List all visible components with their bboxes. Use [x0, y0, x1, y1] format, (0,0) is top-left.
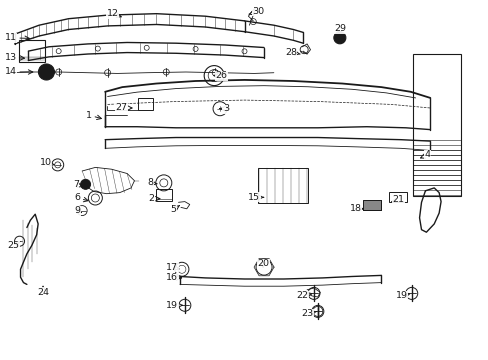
Text: 5: 5 [170, 205, 179, 214]
Bar [138, 98, 153, 110]
Bar [19, 40, 44, 62]
Bar [412, 54, 460, 196]
Text: 17: 17 [166, 263, 179, 271]
Circle shape [81, 179, 90, 189]
Text: 26: 26 [213, 71, 227, 80]
Text: 14: 14 [5, 68, 33, 77]
Bar [412, 140, 460, 150]
Text: 30: 30 [248, 7, 264, 16]
Bar [362, 199, 380, 210]
Text: 3: 3 [219, 104, 228, 113]
Bar [388, 192, 407, 202]
Bar [258, 168, 307, 203]
Circle shape [333, 32, 345, 44]
Text: 28: 28 [285, 48, 300, 57]
Text: 15: 15 [248, 193, 263, 202]
Text: 18: 18 [349, 204, 363, 213]
Text: 9: 9 [74, 206, 81, 215]
Text: 6: 6 [74, 193, 88, 202]
Text: 8: 8 [147, 178, 157, 187]
Text: 29: 29 [333, 24, 345, 35]
Bar [362, 199, 380, 210]
Text: 11: 11 [5, 33, 29, 42]
Text: 4: 4 [420, 150, 430, 159]
Text: 27: 27 [115, 104, 132, 112]
Bar [412, 150, 460, 160]
Text: 12: 12 [106, 9, 122, 18]
Bar [156, 189, 172, 201]
Bar [412, 145, 460, 155]
Text: 24: 24 [37, 286, 49, 297]
Text: 13: 13 [5, 53, 24, 62]
Text: 16: 16 [166, 274, 181, 282]
Text: 2: 2 [148, 194, 160, 203]
Text: 22: 22 [296, 292, 311, 300]
Bar [412, 165, 460, 175]
Bar [412, 170, 460, 180]
Bar [412, 180, 460, 190]
Text: 23: 23 [301, 309, 316, 318]
Text: 21: 21 [391, 195, 404, 204]
Bar [412, 175, 460, 185]
Text: 19: 19 [395, 292, 409, 300]
Bar [412, 155, 460, 165]
Text: 7: 7 [73, 180, 82, 189]
Circle shape [39, 64, 54, 80]
Bar [362, 199, 380, 210]
Text: 20: 20 [257, 259, 268, 268]
Bar [412, 160, 460, 170]
Text: 25: 25 [8, 241, 20, 250]
Text: 1: 1 [86, 111, 101, 120]
Bar [412, 185, 460, 195]
Text: 19: 19 [166, 301, 182, 310]
Text: 10: 10 [40, 158, 55, 167]
